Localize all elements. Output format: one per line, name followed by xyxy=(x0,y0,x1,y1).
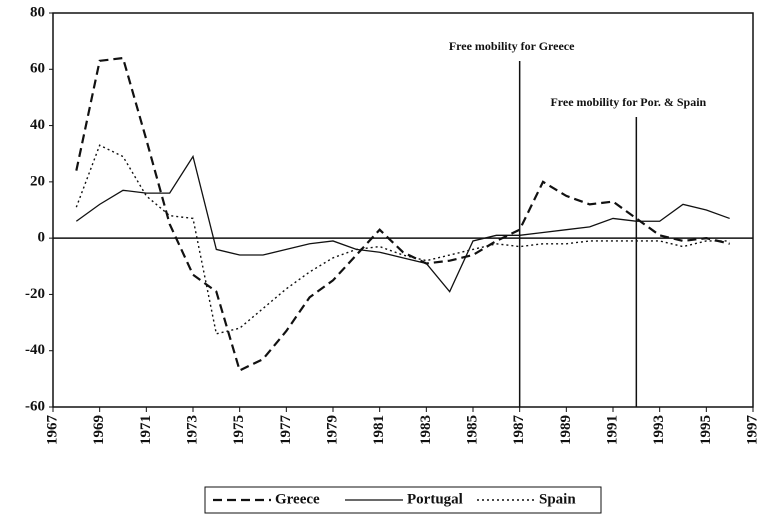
series-line xyxy=(75,56,730,372)
series-line xyxy=(75,154,730,293)
x-tick-label: 1997 xyxy=(744,415,757,446)
annotation: Free mobility for Greece xyxy=(449,39,575,53)
x-tick-label: 1971 xyxy=(138,415,154,445)
y-tick-label: 0 xyxy=(38,230,46,246)
x-tick-label: 1973 xyxy=(184,415,200,445)
x-tick-label: 1995 xyxy=(698,415,714,445)
y-tick-label: 40 xyxy=(30,117,45,133)
x-tick-label: 1985 xyxy=(464,415,480,445)
x-tick-label: 1967 xyxy=(44,415,60,446)
legend-label: Greece xyxy=(275,491,320,507)
annotation: Free mobility for Por. & Spain xyxy=(550,95,706,109)
y-tick-label: 20 xyxy=(30,173,45,189)
y-tick-label: -40 xyxy=(25,342,45,358)
y-tick-label: -60 xyxy=(25,398,45,414)
y-tick-label: -20 xyxy=(25,286,45,302)
x-tick-label: 1977 xyxy=(278,415,294,446)
legend-label: Spain xyxy=(539,491,576,507)
plot-frame xyxy=(52,12,754,408)
x-tick-label: 1969 xyxy=(91,415,107,445)
y-tick-label: 80 xyxy=(30,4,45,20)
legend-label: Portugal xyxy=(407,491,463,507)
x-tick-label: 1981 xyxy=(371,415,387,445)
x-tick-label: 1987 xyxy=(511,415,527,446)
x-tick-label: 1991 xyxy=(604,415,620,445)
y-tick-label: 60 xyxy=(30,61,45,77)
x-tick-label: 1989 xyxy=(558,415,574,445)
x-tick-label: 1975 xyxy=(231,415,247,445)
x-tick-label: 1983 xyxy=(418,415,434,445)
series-line xyxy=(75,144,730,335)
x-tick-label: 1993 xyxy=(651,415,667,445)
x-tick-label: 1979 xyxy=(324,415,340,445)
